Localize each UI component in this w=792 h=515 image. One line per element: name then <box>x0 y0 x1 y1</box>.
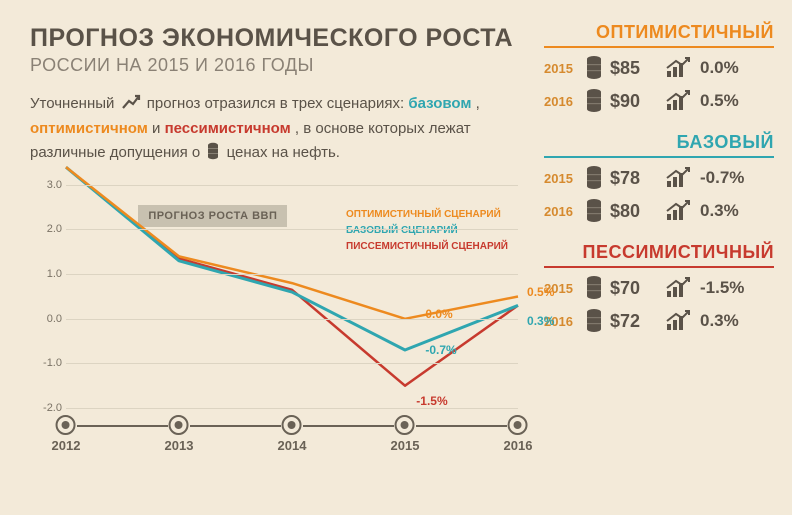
trend-up-icon <box>664 277 692 299</box>
panel-oil-price: $85 <box>610 58 658 79</box>
gdp-forecast-chart: ПРОГНОЗ РОСТА ВВП ОПТИМИСТИЧНЫЙ СЦЕНАРИЙ… <box>30 185 522 455</box>
panel-year: 2016 <box>544 204 578 219</box>
desc-text: Уточненный <box>30 95 119 112</box>
oil-barrel-icon <box>584 275 604 301</box>
panel-growth: 0.5% <box>700 91 739 111</box>
x-axis-connector <box>303 425 394 427</box>
chart-y-tick: 1.0 <box>32 268 62 280</box>
panel-divider <box>544 46 774 48</box>
oil-barrel-icon <box>584 88 604 114</box>
chart-gridline <box>66 363 518 364</box>
panel-growth: 0.3% <box>700 201 739 221</box>
panel-year: 2015 <box>544 171 578 186</box>
desc-text: , <box>476 95 480 112</box>
chart-gridline <box>66 229 518 230</box>
scenario-panel-opt: ОПТИМИСТИЧНЫЙ 2015 $85 0.0% 2016 $90 0.5% <box>544 22 774 114</box>
description: Уточненный прогноз отразился в трех сцен… <box>30 92 522 167</box>
panel-growth: 0.0% <box>700 58 739 78</box>
x-axis-connector <box>416 425 507 427</box>
scenario-pes-word: пессимистичном <box>165 120 291 137</box>
panel-growth: 0.3% <box>700 311 739 331</box>
panel-year: 2016 <box>544 94 578 109</box>
chart-x-tick: 2012 <box>52 415 81 453</box>
trend-icon <box>121 94 141 117</box>
panel-row: 2015$70-1.5% <box>544 275 774 301</box>
chart-y-tick: 2.0 <box>32 223 62 235</box>
chart-data-label: 0.0% <box>425 307 452 321</box>
panel-title: ПЕССИМИСТИЧНЫЙ <box>544 242 774 263</box>
chart-x-tick: 2014 <box>278 415 307 453</box>
x-tick-label: 2014 <box>278 438 307 453</box>
panel-oil-price: $70 <box>610 278 658 299</box>
chart-x-tick: 2013 <box>165 415 194 453</box>
oil-barrel-icon <box>584 55 604 81</box>
chart-gridline <box>66 185 518 186</box>
panel-growth: -0.7% <box>700 168 744 188</box>
main-column: ПРОГНОЗ ЭКОНОМИЧЕСКОГО РОСТА РОССИИ НА 2… <box>0 0 540 515</box>
panel-divider <box>544 156 774 158</box>
panel-title: ОПТИМИСТИЧНЫЙ <box>544 22 774 43</box>
x-tick-marker <box>56 415 76 435</box>
desc-text: ценах на нефть. <box>227 144 340 161</box>
x-tick-marker <box>282 415 302 435</box>
panel-divider <box>544 266 774 268</box>
panel-oil-price: $78 <box>610 168 658 189</box>
panel-oil-price: $72 <box>610 311 658 332</box>
x-tick-label: 2012 <box>52 438 81 453</box>
scenario-base-word: базовом <box>408 95 471 112</box>
chart-data-label: 0.5% <box>527 285 554 299</box>
panel-oil-price: $90 <box>610 91 658 112</box>
panel-row: 2016$720.3% <box>544 308 774 334</box>
chart-lines <box>66 185 518 408</box>
chart-x-tick: 2016 <box>504 415 533 453</box>
scenario-opt-word: оптимистичном <box>30 120 148 137</box>
desc-text: прогноз отразился в трех сценариях: <box>147 95 409 112</box>
chart-gridline <box>66 274 518 275</box>
trend-up-icon <box>664 57 692 79</box>
oil-barrel-icon <box>584 308 604 334</box>
chart-y-tick: 0.0 <box>32 313 62 325</box>
panel-row: 2016 $90 0.5% <box>544 88 774 114</box>
oil-barrel-icon <box>584 165 604 191</box>
x-tick-label: 2013 <box>165 438 194 453</box>
panel-growth: -1.5% <box>700 278 744 298</box>
x-tick-label: 2016 <box>504 438 533 453</box>
chart-y-tick: -2.0 <box>32 402 62 414</box>
chart-x-axis: 20122013201420152016 <box>66 415 518 455</box>
x-tick-marker <box>395 415 415 435</box>
x-tick-label: 2015 <box>391 438 420 453</box>
scenario-panel-base: БАЗОВЫЙ 2015 $78 -0.7% 2016 $80 0.3% <box>544 132 774 224</box>
panel-row: 2015 $85 0.0% <box>544 55 774 81</box>
x-tick-marker <box>169 415 189 435</box>
chart-data-label: 0.3% <box>527 314 554 328</box>
scenario-panel-pes: ПЕССИМИСТИЧНЫЙ2015$70-1.5%2016$720.3% <box>544 242 774 334</box>
trend-up-icon <box>664 310 692 332</box>
page-subtitle: РОССИИ НА 2015 И 2016 ГОДЫ <box>30 55 522 76</box>
panel-row: 2016 $80 0.3% <box>544 198 774 224</box>
page-title: ПРОГНОЗ ЭКОНОМИЧЕСКОГО РОСТА <box>30 24 522 53</box>
oil-barrel-icon <box>206 142 220 167</box>
panel-title: БАЗОВЫЙ <box>544 132 774 153</box>
trend-up-icon <box>664 167 692 189</box>
x-axis-connector <box>190 425 281 427</box>
chart-series-line <box>66 167 518 319</box>
scenarios-column: ОПТИМИСТИЧНЫЙ 2015 $85 0.0% 2016 $90 0.5% БАЗОВ… <box>540 0 792 515</box>
x-tick-marker <box>508 415 528 435</box>
panel-year: 2015 <box>544 61 578 76</box>
chart-series-line <box>66 167 518 350</box>
desc-text: и <box>152 120 165 137</box>
panel-oil-price: $80 <box>610 201 658 222</box>
oil-barrel-icon <box>584 198 604 224</box>
trend-up-icon <box>664 90 692 112</box>
chart-data-label: -1.5% <box>416 394 447 408</box>
chart-y-tick: -1.0 <box>32 357 62 369</box>
chart-y-tick: 3.0 <box>32 179 62 191</box>
trend-up-icon <box>664 200 692 222</box>
panel-row: 2015 $78 -0.7% <box>544 165 774 191</box>
chart-x-tick: 2015 <box>391 415 420 453</box>
x-axis-connector <box>77 425 168 427</box>
chart-data-label: -0.7% <box>425 343 456 357</box>
chart-gridline <box>66 408 518 409</box>
